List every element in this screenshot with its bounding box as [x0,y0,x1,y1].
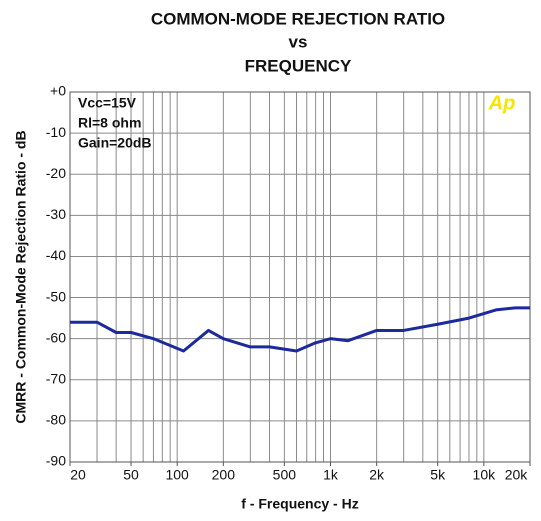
x-tick-label: 100 [165,467,189,483]
x-tick-label: 500 [273,467,297,483]
chart-title: COMMON-MODE REJECTION RATIO [151,9,445,28]
y-tick-label: -60 [46,329,66,345]
annotation: Gain=20dB [78,135,152,151]
chart-title: vs [289,32,308,51]
x-tick-label: 10k [473,467,497,483]
x-tick-label: 20k [505,467,529,483]
chart-title: FREQUENCY [245,56,352,75]
y-axis-title: CMRR - Common-Mode Rejection Ratio - dB [13,130,29,423]
data-line [70,306,530,353]
y-tick-label: -30 [46,206,66,222]
y-tick-label: -10 [46,124,66,140]
x-tick-label: 2k [369,467,385,483]
x-tick-label: 200 [212,467,236,483]
y-tick-label: +0 [50,83,66,99]
x-tick-label: 50 [123,467,139,483]
y-tick-label: -40 [46,247,66,263]
y-tick-label: -80 [46,412,66,428]
x-tick-label: 1k [323,467,339,483]
logo: Ap [488,92,516,114]
plot-frame [69,91,531,463]
annotation: Rl=8 ohm [78,115,141,131]
y-tick-label: -90 [46,453,66,469]
y-tick-label: -50 [46,288,66,304]
x-axis-title: f - Frequency - Hz [241,496,358,512]
y-tick-label: -20 [46,165,66,181]
y-tick-label: -70 [46,370,66,386]
x-tick-label: 20 [70,467,86,483]
annotation: Vcc=15V [78,95,137,111]
x-tick-label: 5k [430,467,446,483]
